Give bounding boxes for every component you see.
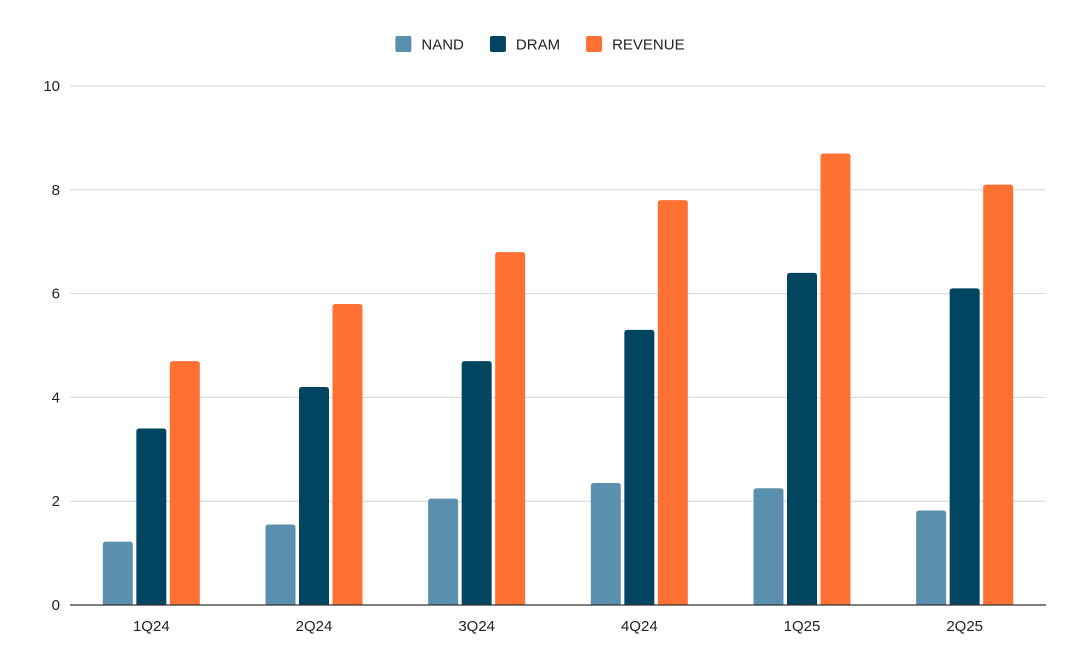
- bar-dram-1q24: [136, 428, 167, 605]
- x-tick-label: 1Q25: [784, 618, 821, 635]
- gridlines: [70, 85, 1046, 502]
- bar-dram-1q25: [787, 272, 817, 605]
- legend-label-nand: NAND: [421, 37, 464, 54]
- legend-label-dram: DRAM: [516, 37, 560, 54]
- y-tick-label: 0: [52, 597, 60, 614]
- y-axis-ticks: 0 2 4 6 8 10: [43, 78, 60, 614]
- bar-nand-1q24: [102, 541, 133, 605]
- bar-nand-3q24: [428, 498, 459, 605]
- bar-nand-2q25: [916, 510, 947, 605]
- x-tick-label: 3Q24: [458, 618, 495, 635]
- x-tick-label: 2Q24: [296, 618, 333, 635]
- bar-dram-3q24: [461, 361, 492, 605]
- bar-revenue-2q25: [983, 184, 1014, 606]
- legend: NAND DRAM REVENUE: [395, 36, 685, 54]
- bar-dram-2q24: [299, 387, 329, 605]
- bar-revenue-3q24: [495, 252, 526, 605]
- y-tick-label: 10: [43, 78, 60, 95]
- bar-revenue-2q24: [332, 303, 363, 605]
- x-tick-label: 1Q24: [133, 618, 170, 635]
- bar-nand-1q25: [753, 488, 784, 605]
- bars: [102, 153, 1014, 606]
- x-tick-label: 2Q25: [946, 618, 983, 635]
- y-tick-label: 4: [52, 389, 60, 406]
- legend-swatch-nand: [395, 36, 412, 52]
- y-tick-label: 2: [52, 493, 60, 510]
- x-tick-label: 4Q24: [621, 618, 658, 635]
- bar-nand-2q24: [265, 524, 296, 605]
- bar-revenue-1q25: [820, 153, 851, 605]
- legend-label-revenue: REVENUE: [612, 37, 685, 54]
- bar-revenue-4q24: [657, 200, 688, 605]
- bar-dram-4q24: [624, 329, 655, 605]
- x-axis-ticks: 1Q24 2Q24 3Q24 4Q24 1Q25 2Q25: [133, 618, 983, 635]
- y-tick-label: 6: [52, 286, 60, 303]
- bar-nand-4q24: [590, 483, 621, 605]
- bar-dram-2q25: [949, 288, 980, 605]
- legend-swatch-revenue: [586, 36, 603, 52]
- y-tick-label: 8: [52, 182, 60, 199]
- bar-revenue-1q24: [169, 361, 200, 605]
- legend-swatch-dram: [489, 36, 506, 52]
